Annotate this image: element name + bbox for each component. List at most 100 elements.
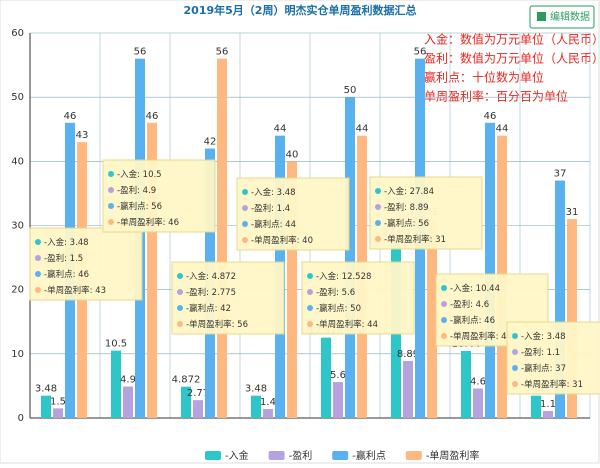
chart-title: 2019年5月（2周）明杰实仓单周盈利数据汇总 bbox=[184, 3, 417, 17]
tooltip-dot bbox=[512, 365, 518, 371]
bar bbox=[53, 408, 63, 418]
tooltip-value: 43 bbox=[95, 286, 106, 296]
note: 入金：数值为万元单位（人民币） bbox=[424, 32, 600, 47]
tooltip-row: -赢利点: 44 bbox=[251, 219, 296, 230]
tooltip-series: -入金 bbox=[316, 271, 337, 282]
separator: : bbox=[550, 364, 556, 374]
tooltip-series: -赢利点 bbox=[316, 303, 345, 314]
tooltip-series: -赢利点 bbox=[186, 303, 215, 314]
bar bbox=[41, 395, 51, 418]
separator: : bbox=[137, 170, 143, 180]
tooltip-row: -盈利: 1.4 bbox=[251, 203, 290, 214]
tooltip-dot bbox=[375, 220, 381, 226]
bar bbox=[543, 410, 553, 418]
tooltip-value: 42 bbox=[220, 304, 231, 314]
tooltip-row: -盈利: 4.6 bbox=[450, 299, 489, 310]
tooltip-row: -单周盈利率: 44 bbox=[450, 331, 512, 342]
data-label: 8.89 bbox=[397, 349, 419, 360]
tooltip-series: -单周盈利率 bbox=[117, 217, 163, 228]
tooltip-dot bbox=[307, 305, 313, 311]
tooltip-dot bbox=[35, 287, 41, 293]
tooltip-series: -盈利 bbox=[117, 185, 137, 196]
tooltip-row: -赢利点: 42 bbox=[186, 303, 231, 314]
tooltip-box bbox=[301, 261, 415, 335]
tooltip-value: 4.872 bbox=[212, 272, 236, 282]
tooltip-value: 56 bbox=[151, 202, 162, 212]
bar bbox=[251, 395, 261, 418]
tooltip-dot bbox=[242, 221, 248, 227]
tooltip-dot bbox=[307, 321, 313, 327]
bar bbox=[181, 386, 191, 418]
tooltip-row: -单周盈利率: 43 bbox=[44, 285, 106, 296]
separator: : bbox=[470, 300, 476, 310]
separator: : bbox=[163, 218, 169, 228]
tooltip-row: -入金: 12.528 bbox=[316, 271, 371, 282]
bar bbox=[461, 351, 471, 418]
tooltip-dot bbox=[108, 187, 114, 193]
data-label: 56 bbox=[134, 47, 147, 58]
tooltip-series: -盈利 bbox=[44, 253, 64, 264]
separator: : bbox=[470, 284, 476, 294]
legend-label: -盈利 bbox=[289, 450, 313, 462]
separator: : bbox=[280, 220, 286, 230]
button-box[interactable] bbox=[529, 5, 595, 29]
separator: : bbox=[567, 380, 573, 390]
tooltip-row: -赢利点: 56 bbox=[384, 218, 429, 229]
y-tick-label: 60 bbox=[11, 28, 24, 39]
button-label[interactable]: 编辑数据 bbox=[550, 10, 590, 23]
tooltip-row: -单周盈利率: 31 bbox=[384, 234, 446, 245]
tooltip-box bbox=[369, 176, 483, 250]
tooltip-value: 2.775 bbox=[212, 288, 236, 298]
separator: : bbox=[413, 219, 419, 229]
tooltip-series: -盈利 bbox=[251, 203, 271, 214]
tooltip-value: 8.89 bbox=[410, 203, 429, 213]
tooltip-dot bbox=[441, 301, 447, 307]
tooltip-dot bbox=[512, 381, 518, 387]
tooltip-row: -盈利: 5.6 bbox=[316, 287, 355, 298]
tooltip-row: -入金: 3.48 bbox=[521, 331, 566, 342]
tooltip-dot bbox=[108, 171, 114, 177]
tooltip-series: -入金 bbox=[251, 187, 272, 198]
tooltip-value: 4.6 bbox=[476, 300, 490, 310]
tooltip-series: -入金 bbox=[117, 169, 138, 180]
data-label: 2.77 bbox=[187, 388, 209, 399]
data-label: 3.48 bbox=[35, 384, 57, 395]
separator: : bbox=[479, 316, 485, 326]
tooltip-row: -单周盈利率: 44 bbox=[316, 319, 378, 330]
tooltip-dot bbox=[242, 237, 248, 243]
tooltip-dot bbox=[512, 333, 518, 339]
tooltip-series: -单周盈利率 bbox=[521, 379, 567, 390]
tooltip-box bbox=[171, 261, 285, 335]
tooltip-value: 44 bbox=[367, 320, 378, 330]
tooltip: -入金: 4.872 -盈利: 2.775 -赢利点: 42 -单周盈利率: 56 bbox=[171, 261, 285, 335]
tooltip-dot bbox=[375, 204, 381, 210]
tooltip-value: 56 bbox=[418, 219, 429, 229]
separator: : bbox=[362, 320, 368, 330]
tooltip-dot bbox=[512, 349, 518, 355]
tooltip-row: -入金: 10.5 bbox=[117, 169, 162, 180]
tooltip-series: -盈利 bbox=[450, 299, 470, 310]
legend-label: -入金 bbox=[225, 449, 249, 462]
tooltip-dot bbox=[35, 239, 41, 245]
tooltip-row: -入金: 10.44 bbox=[450, 283, 500, 294]
edit-button[interactable]: 编辑数据 bbox=[529, 5, 595, 29]
bar bbox=[473, 388, 483, 418]
tooltip-value: 40 bbox=[302, 236, 313, 246]
bar bbox=[217, 58, 227, 419]
tooltip-value: 10.44 bbox=[476, 284, 500, 294]
y-tick-label: 50 bbox=[11, 92, 24, 103]
separator: : bbox=[215, 304, 221, 314]
tooltip-dot bbox=[177, 289, 183, 295]
tooltip-series: -赢利点 bbox=[251, 219, 280, 230]
separator: : bbox=[271, 188, 277, 198]
bar bbox=[147, 122, 157, 418]
tooltip-value: 10.5 bbox=[143, 170, 162, 180]
separator: : bbox=[496, 332, 502, 342]
data-label: 5.6 bbox=[330, 370, 346, 381]
tooltip-series: -盈利 bbox=[316, 287, 336, 298]
note: 赢利点：十位数为单位 bbox=[424, 70, 544, 85]
data-label: 3.48 bbox=[245, 384, 267, 395]
separator: : bbox=[336, 288, 342, 298]
separator: : bbox=[541, 348, 547, 358]
y-tick-label: 20 bbox=[11, 285, 24, 296]
